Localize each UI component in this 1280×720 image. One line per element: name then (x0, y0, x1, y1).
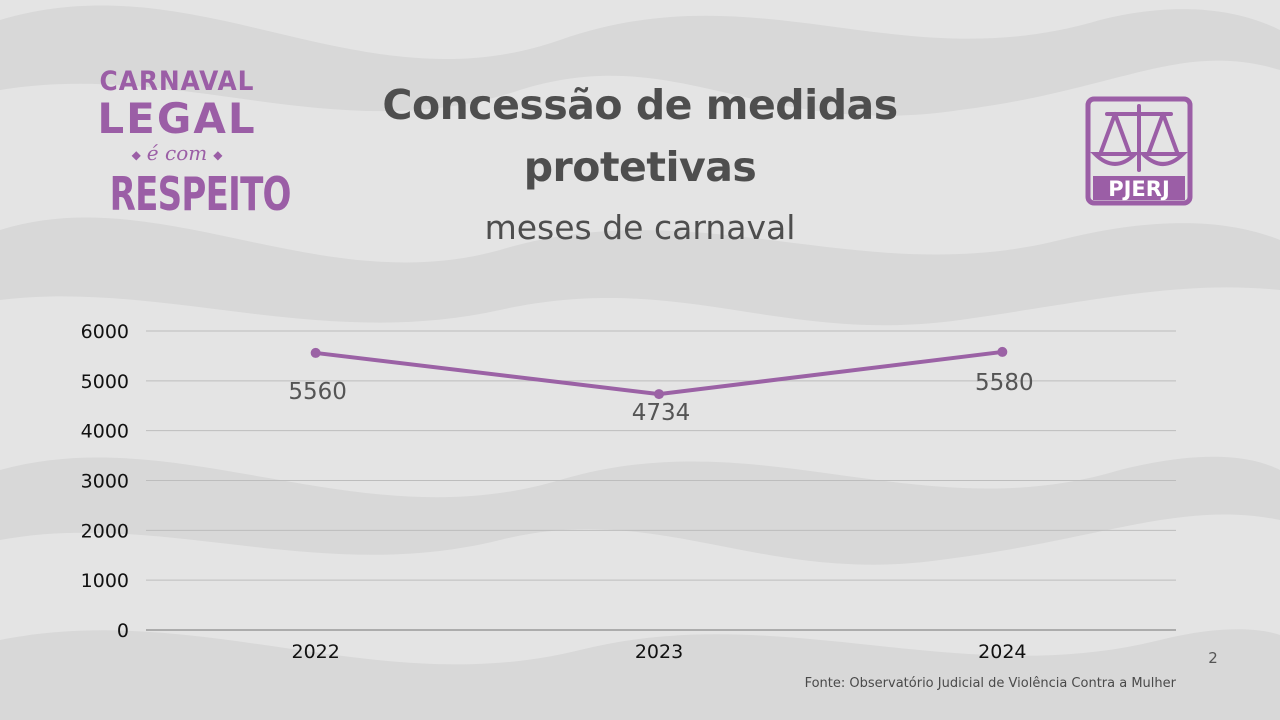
y-tick-label: 5000 (81, 371, 129, 393)
y-tick-label: 0 (117, 620, 129, 642)
chart-subtitle: meses de carnaval (484, 208, 796, 247)
logo-line-respeito: RESPEITO (109, 166, 292, 221)
x-tick-label: 2023 (635, 641, 683, 663)
y-tick-label: 3000 (81, 471, 129, 493)
data-point (997, 346, 1008, 357)
data-point (654, 389, 664, 400)
data-label: 5560 (288, 379, 347, 405)
page-number: 2 (1208, 649, 1218, 667)
x-tick-label: 2024 (978, 641, 1026, 663)
scales-of-justice-icon (1090, 104, 1188, 172)
x-tick-label: 2022 (291, 641, 339, 663)
y-tick-label: 6000 (81, 321, 129, 343)
carnaval-legal-logo: CARNAVAL LEGAL ◆ é com ◆ RESPEITO (86, 66, 292, 238)
pjerj-logo: PJERJ (1085, 96, 1193, 206)
chart-title: Concessão de medidas protetivas (382, 81, 898, 191)
y-tick-label: 1000 (81, 570, 129, 592)
data-label: 4734 (632, 400, 691, 426)
pjerj-logo-text: PJERJ (1108, 177, 1170, 201)
series-line (315, 349, 1003, 397)
data-label: 5580 (975, 370, 1034, 396)
logo-line-carnaval: CARNAVAL (99, 66, 255, 97)
logo-line-legal: LEGAL (97, 94, 257, 143)
source-note: Fonte: Observatório Judicial de Violênci… (804, 676, 1176, 691)
y-tick-label: 2000 (81, 520, 129, 542)
y-tick-label: 4000 (81, 421, 129, 443)
data-point (310, 347, 321, 358)
logo-line-e-com: ◆ é com ◆ (131, 141, 223, 165)
